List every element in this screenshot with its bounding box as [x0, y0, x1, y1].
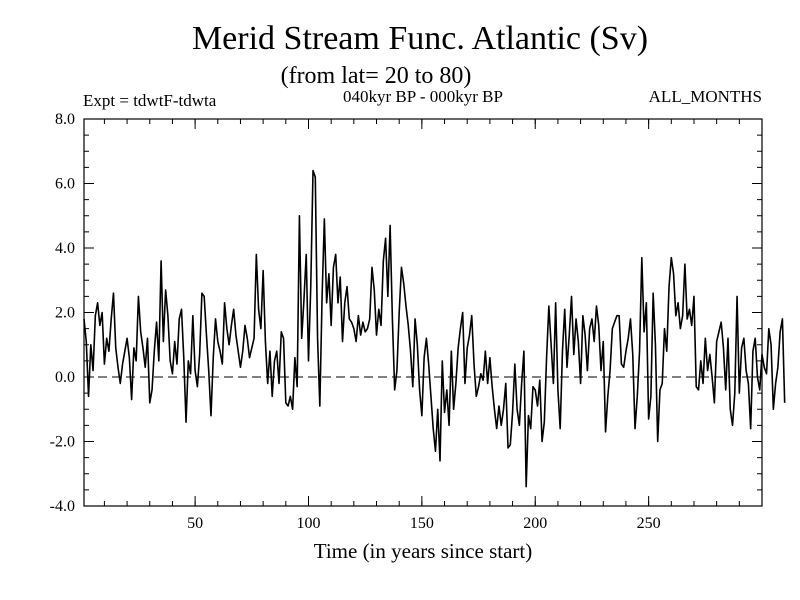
y-tick-label: 8.0	[55, 111, 75, 128]
series-line	[84, 171, 785, 487]
plot-area: 50 100 150 200 250 -4.0 -2.0 0.0 2.0 4.0 6.0 8.0	[50, 111, 785, 532]
y-tick-label: -2.0	[50, 434, 75, 451]
y-tick-label: 0.0	[55, 369, 75, 386]
x-tick-label: 50	[187, 515, 203, 532]
chart-subtitle: (from lat= 20 to 80)	[281, 63, 472, 89]
x-tick-label: 250	[637, 515, 661, 532]
y-tick-label: -4.0	[50, 498, 75, 515]
plot-frame	[84, 119, 762, 506]
x-tick-label: 150	[410, 515, 434, 532]
y-tick-label: 2.0	[55, 305, 75, 322]
period-label: 040kyr BP - 000kyr BP	[343, 87, 503, 106]
y-tick-label: 6.0	[55, 176, 75, 193]
chart-title: Merid Stream Func. Atlantic (Sv)	[192, 20, 648, 57]
y-tick-label: 4.0	[55, 240, 75, 257]
months-label: ALL_MONTHS	[649, 87, 762, 106]
chart: Merid Stream Func. Atlantic (Sv) (from l…	[0, 0, 800, 600]
experiment-label: Expt = tdwtF-tdwta	[83, 91, 217, 110]
x-tick-label: 200	[523, 515, 547, 532]
x-axis-label: Time (in years since start)	[314, 539, 533, 563]
x-tick-label: 100	[296, 515, 320, 532]
